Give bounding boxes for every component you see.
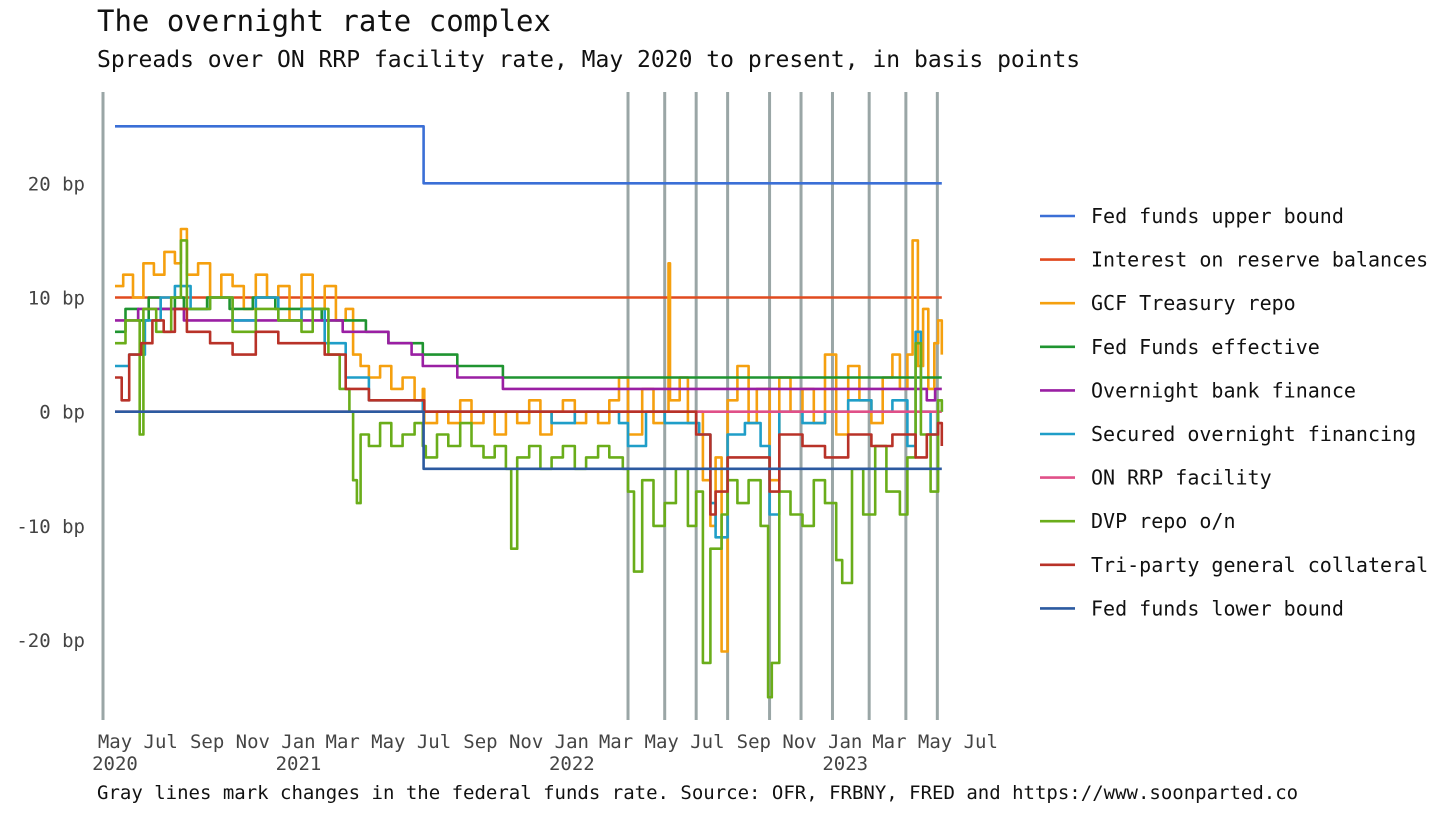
y-tick-label: -20 bp (16, 630, 85, 652)
x-tick-label: Jul (690, 731, 724, 753)
x-tick-year: 2020 (92, 753, 138, 775)
x-tick-label: Sep (737, 731, 771, 753)
x-tick-label: Sep (463, 731, 497, 753)
x-tick-label: Nov (782, 731, 816, 753)
legend: Fed funds upper bound Interest on reserve… (1040, 204, 1428, 620)
legend-label: Tri-party general collateral (1091, 553, 1428, 577)
legend-label: Overnight bank finance (1091, 378, 1356, 402)
series-gcf-treasury-repo (115, 227, 944, 653)
rate-change-lines (626, 92, 939, 720)
x-tick-label: May (98, 731, 132, 753)
x-tick-year: 2022 (549, 753, 595, 775)
x-tick-label: Jul (964, 731, 998, 753)
y-axis: 20 bp 10 bp 0 bp -10 bp -20 bp (16, 92, 105, 720)
x-tick-label: May (371, 731, 405, 753)
x-tick-label: Nov (509, 731, 543, 753)
legend-label: DVP repo o/n (1091, 509, 1236, 533)
legend-label: Fed funds upper bound (1091, 204, 1344, 228)
series-layer (115, 125, 944, 699)
x-tick-label: Jul (417, 731, 451, 753)
x-tick-label: Mar (872, 731, 906, 753)
x-tick-label: Jul (144, 731, 178, 753)
x-tick-year: 2023 (822, 753, 868, 775)
series-fed-funds-upper-bound (115, 125, 942, 185)
series-fed-funds-lower-bound (115, 410, 942, 471)
series-tri-party-general-collateral (115, 307, 944, 516)
y-tick-label: -10 bp (16, 516, 85, 538)
y-tick-label: 10 bp (28, 288, 85, 310)
x-tick-label: Mar (326, 731, 360, 753)
legend-label: ON RRP facility (1091, 466, 1272, 490)
x-tick-label: Jan (828, 731, 862, 753)
legend-label: Fed funds lower bound (1091, 596, 1344, 620)
x-tick-label: Jan (555, 731, 589, 753)
legend-label: Secured overnight financing (1091, 422, 1416, 446)
chart-caption: Gray lines mark changes in the federal f… (97, 782, 1299, 804)
chart-subtitle: Spreads over ON RRP facility rate, May 2… (97, 47, 1081, 73)
series-secured-overnight-financing (115, 284, 944, 539)
y-tick-label: 20 bp (28, 173, 85, 195)
series-dvp-repo-o-n (115, 239, 944, 699)
x-tick-label: Mar (599, 731, 633, 753)
x-tick-label: May (918, 731, 952, 753)
chart-title: The overnight rate complex (97, 4, 551, 38)
y-tick-label: 0 bp (39, 402, 85, 424)
series-overnight-bank-finance (115, 307, 942, 402)
x-tick-label: Sep (190, 731, 224, 753)
x-tick-label: Jan (281, 731, 315, 753)
legend-label: GCF Treasury repo (1091, 291, 1296, 315)
x-tick-label: May (645, 731, 679, 753)
x-tick-label: Nov (236, 731, 270, 753)
legend-label: Fed Funds effective (1091, 335, 1320, 359)
series-fed-funds-effective (115, 296, 942, 379)
x-tick-year: 2021 (276, 753, 322, 775)
legend-label: Interest on reserve balances (1091, 248, 1428, 272)
